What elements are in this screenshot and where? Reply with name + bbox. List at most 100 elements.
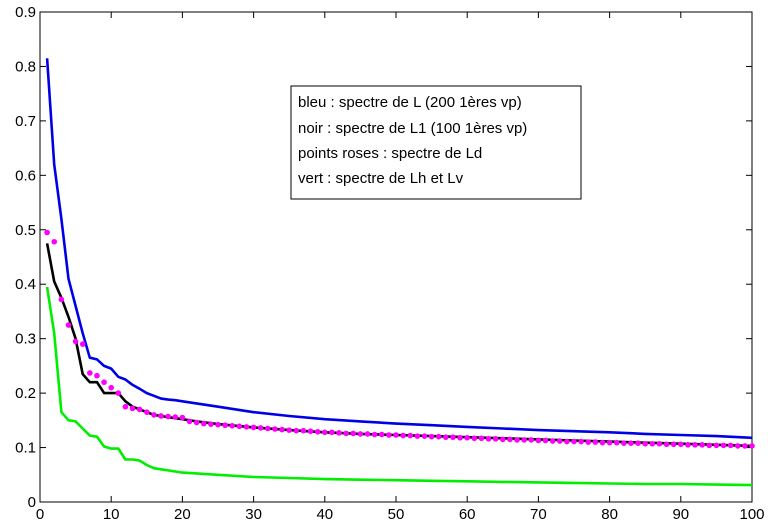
data-point bbox=[378, 431, 385, 438]
x-tick-label: 90 bbox=[672, 506, 689, 523]
data-point bbox=[500, 436, 506, 443]
data-point bbox=[599, 439, 606, 446]
data-point bbox=[435, 433, 442, 440]
y-tick-label: 0.7 bbox=[15, 113, 36, 130]
data-point bbox=[514, 437, 520, 443]
y-tick-label: 0.8 bbox=[15, 58, 36, 75]
data-point bbox=[471, 435, 478, 442]
x-tick-label: 40 bbox=[316, 506, 333, 523]
data-point bbox=[144, 409, 150, 415]
data-point bbox=[200, 420, 207, 427]
legend-box: bleu : spectre de L (200 1ères vp) noir … bbox=[290, 85, 582, 200]
data-point bbox=[613, 439, 620, 446]
data-point bbox=[507, 436, 513, 443]
legend-entry-pink: points roses : spectre de Ld bbox=[298, 145, 482, 162]
data-point bbox=[250, 424, 257, 431]
y-tick-label: 0 bbox=[28, 494, 36, 511]
series-layer bbox=[44, 58, 755, 487]
data-point bbox=[343, 430, 349, 437]
data-point bbox=[58, 296, 65, 303]
data-point bbox=[129, 405, 136, 412]
y-tick-label: 0.2 bbox=[15, 385, 36, 402]
y-tick-label: 0.9 bbox=[15, 4, 36, 21]
data-point bbox=[635, 440, 641, 447]
data-point bbox=[421, 433, 428, 439]
data-point bbox=[108, 384, 114, 391]
data-point bbox=[585, 439, 592, 445]
data-point bbox=[151, 412, 157, 418]
x-tick-label: 100 bbox=[739, 506, 764, 523]
legend-entry-green: vert : spectre de Lh et Lv bbox=[298, 170, 464, 187]
data-point bbox=[51, 238, 58, 245]
data-point bbox=[528, 437, 535, 443]
x-tick-label: 10 bbox=[103, 506, 120, 523]
legend-entry-blue: bleu : spectre de L (200 1ères vp) bbox=[298, 94, 522, 111]
data-point bbox=[492, 436, 499, 442]
data-point bbox=[136, 406, 143, 413]
data-point bbox=[300, 427, 307, 434]
x-tick-label: 60 bbox=[459, 506, 476, 523]
x-tick-label: 70 bbox=[530, 506, 547, 523]
data-point bbox=[742, 443, 748, 449]
data-point bbox=[65, 322, 72, 328]
data-point bbox=[286, 427, 293, 433]
x-tick-label: 20 bbox=[174, 506, 191, 523]
data-point bbox=[649, 440, 656, 447]
data-point bbox=[158, 413, 164, 419]
data-point bbox=[628, 440, 634, 447]
data-point bbox=[642, 440, 648, 447]
data-point bbox=[243, 424, 250, 430]
data-point bbox=[414, 433, 421, 439]
data-point bbox=[322, 429, 328, 436]
series-green-line bbox=[45, 286, 753, 487]
data-point bbox=[350, 430, 357, 437]
x-tick-label: 50 bbox=[388, 506, 405, 523]
data-point bbox=[208, 421, 214, 427]
data-point bbox=[670, 441, 677, 448]
data-point bbox=[428, 433, 435, 440]
data-point bbox=[578, 438, 584, 445]
data-point bbox=[692, 442, 698, 448]
data-point bbox=[393, 432, 399, 438]
data-point bbox=[549, 438, 556, 444]
data-point bbox=[172, 414, 179, 420]
data-point bbox=[450, 434, 456, 441]
data-point bbox=[720, 442, 727, 449]
data-point bbox=[749, 443, 755, 449]
data-point bbox=[400, 432, 406, 439]
data-point bbox=[713, 442, 720, 449]
data-point bbox=[215, 421, 221, 428]
data-point bbox=[357, 431, 364, 437]
data-point bbox=[236, 423, 243, 430]
data-point bbox=[257, 425, 264, 431]
data-point bbox=[407, 432, 414, 439]
series-blue-line bbox=[45, 58, 753, 440]
data-point bbox=[314, 428, 321, 435]
y-axis-ticks: 0 0.1 0.2 0.3 0.4 0.5 0.6 0.7 0.8 0.9 bbox=[15, 4, 752, 511]
data-point bbox=[265, 425, 271, 432]
data-point bbox=[656, 440, 663, 447]
data-point bbox=[79, 341, 86, 347]
data-point bbox=[734, 443, 741, 449]
data-point bbox=[307, 428, 314, 435]
data-point bbox=[222, 422, 228, 429]
data-point bbox=[329, 429, 335, 436]
data-point bbox=[272, 426, 278, 432]
data-point bbox=[535, 437, 542, 444]
y-tick-label: 0.6 bbox=[15, 167, 36, 184]
y-tick-label: 0.4 bbox=[15, 276, 36, 293]
data-point bbox=[478, 435, 485, 442]
data-point bbox=[101, 379, 107, 386]
data-point bbox=[621, 440, 627, 447]
data-point bbox=[727, 442, 734, 449]
data-point bbox=[464, 434, 471, 441]
data-point bbox=[336, 430, 342, 436]
data-point bbox=[663, 441, 670, 448]
data-point bbox=[457, 434, 463, 441]
data-point bbox=[706, 442, 713, 449]
data-point bbox=[685, 442, 691, 448]
data-point bbox=[371, 431, 378, 438]
data-point bbox=[386, 432, 392, 438]
y-tick-label: 0.5 bbox=[15, 222, 36, 239]
